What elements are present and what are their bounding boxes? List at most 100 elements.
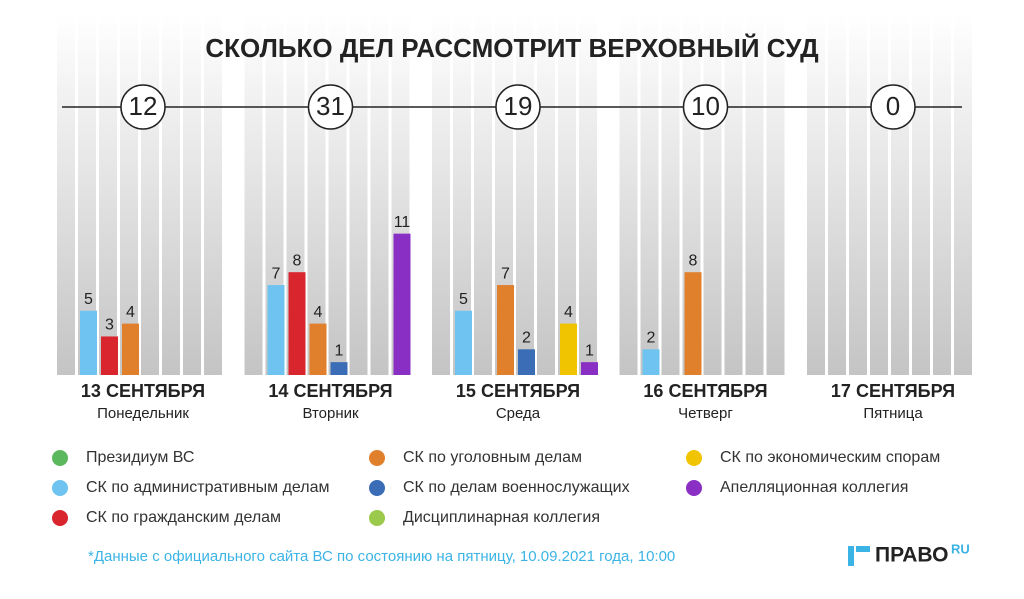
stripe — [537, 14, 555, 375]
stripe — [474, 14, 492, 375]
stripe — [453, 14, 471, 375]
legend-swatch — [686, 450, 702, 466]
legend-label: Президиум ВС — [86, 449, 194, 466]
date-label: 16 СЕНТЯБРЯ — [643, 381, 767, 401]
stripe — [204, 14, 222, 375]
stripe — [661, 14, 680, 375]
value-label: 11 — [394, 214, 411, 231]
legend-swatch — [369, 510, 385, 526]
bar — [684, 272, 702, 375]
legend-swatch — [52, 480, 68, 496]
logo-suffix: RU — [951, 541, 970, 556]
bar — [642, 349, 660, 375]
bar — [122, 323, 139, 375]
stripe — [870, 14, 888, 375]
value-label: 7 — [501, 265, 510, 282]
weekday-label: Вторник — [302, 405, 359, 422]
background-stripes — [57, 14, 972, 375]
stripe — [954, 14, 972, 375]
bar — [393, 233, 411, 375]
legend-label: Дисциплинарная коллегия — [403, 509, 600, 526]
total-label: 12 — [129, 91, 158, 121]
bar — [267, 285, 285, 375]
stripe — [912, 14, 930, 375]
stripe — [933, 14, 951, 375]
stripe — [849, 14, 867, 375]
stripe — [619, 14, 638, 375]
total-circle — [870, 84, 916, 130]
stripe — [558, 14, 576, 375]
stripe — [183, 14, 201, 375]
weekday-label: Понедельник — [97, 405, 189, 422]
stripe — [891, 14, 909, 375]
weekday-label: Пятница — [863, 405, 923, 422]
total-circle — [307, 84, 354, 130]
legend-label: СК по уголовным делам — [403, 449, 582, 466]
total-circle — [682, 84, 729, 130]
stripe — [349, 14, 368, 375]
bar — [309, 323, 327, 375]
stripe — [828, 14, 846, 375]
weekday-label: Среда — [496, 405, 541, 422]
stripe — [745, 14, 764, 375]
bar — [497, 285, 514, 375]
total-label: 19 — [504, 91, 533, 121]
legend-swatch — [52, 450, 68, 466]
stripe — [579, 14, 597, 375]
logo-text: ПРАВО — [875, 544, 948, 567]
stripe — [57, 14, 75, 375]
value-label: 4 — [314, 304, 323, 321]
bar — [330, 362, 348, 375]
value-label: 1 — [335, 342, 344, 359]
bar — [518, 349, 535, 375]
stripe — [162, 14, 180, 375]
legend-swatch — [369, 450, 385, 466]
stripe — [807, 14, 825, 375]
stripe — [640, 14, 659, 375]
stripe — [370, 14, 389, 375]
stripe — [307, 14, 326, 375]
bar — [455, 310, 472, 375]
date-label: 14 СЕНТЯБРЯ — [268, 381, 392, 401]
chart-title: СКОЛЬКО ДЕЛ РАССМОТРИТ ВЕРХОВНЫЙ СУД — [205, 33, 819, 63]
stripe — [328, 14, 347, 375]
value-label: 2 — [647, 330, 656, 347]
stripe — [99, 14, 117, 375]
stripe — [78, 14, 96, 375]
total-circle — [120, 84, 166, 130]
stripe — [516, 14, 534, 375]
value-label: 3 — [105, 317, 114, 334]
value-label: 1 — [585, 342, 594, 359]
stripe — [244, 14, 263, 375]
legend-label: СК по экономическим спорам — [720, 449, 940, 466]
value-label: 4 — [126, 304, 135, 321]
stripe — [432, 14, 450, 375]
logo-icon — [848, 546, 854, 566]
footnote: *Данные с официального сайта ВС по состо… — [88, 548, 675, 565]
bar — [581, 362, 598, 375]
date-label: 13 СЕНТЯБРЯ — [81, 381, 205, 401]
value-label: 7 — [272, 265, 281, 282]
stripe — [120, 14, 138, 375]
stripe — [724, 14, 743, 375]
stripe — [265, 14, 284, 375]
weekday-label: Четверг — [678, 405, 733, 422]
value-label: 4 — [564, 304, 573, 321]
date-label: 17 СЕНТЯБРЯ — [831, 381, 955, 401]
bar — [101, 336, 118, 375]
legend-label: СК по административным делам — [86, 479, 330, 496]
value-label: 8 — [293, 252, 302, 269]
value-label: 5 — [84, 291, 93, 308]
bar — [560, 323, 577, 375]
legend-swatch — [686, 480, 702, 496]
total-label: 10 — [691, 91, 720, 121]
total-label: 0 — [886, 91, 900, 121]
legend-label: СК по делам военнослужащих — [403, 479, 630, 496]
bar — [80, 310, 97, 375]
stripe — [766, 14, 785, 375]
legend-swatch — [369, 480, 385, 496]
legend-label: СК по гражданским делам — [86, 509, 281, 526]
total-circle — [495, 84, 541, 130]
bar — [288, 272, 306, 375]
